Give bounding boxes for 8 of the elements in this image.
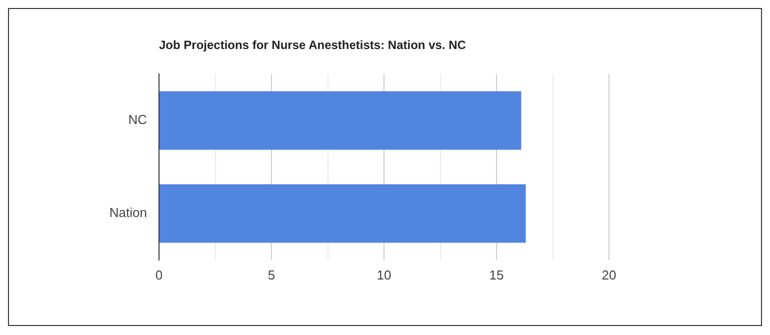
- x-tick-label: 10: [376, 267, 392, 282]
- y-tick-label: Nation: [109, 205, 147, 220]
- y-tick-label: NC: [128, 112, 147, 128]
- chart-title: Job Projections for Nurse Anesthetists: Nation vs. NC: [159, 38, 466, 52]
- x-tick-label: 20: [602, 267, 616, 282]
- x-tick-label: 15: [489, 267, 504, 282]
- x-tick-label: 0: [155, 267, 163, 282]
- x-tick-label: 5: [268, 267, 276, 282]
